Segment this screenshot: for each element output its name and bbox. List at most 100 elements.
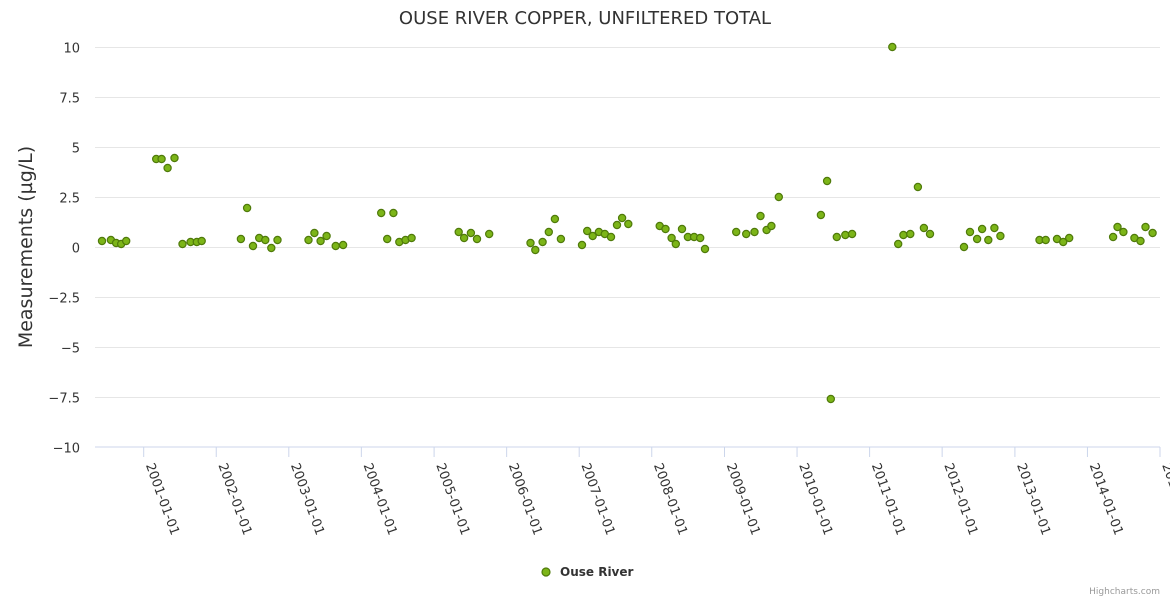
data-point[interactable] bbox=[338, 240, 348, 250]
legend-marker bbox=[541, 567, 551, 577]
data-point[interactable] bbox=[606, 232, 616, 242]
data-point[interactable] bbox=[996, 231, 1005, 241]
data-point[interactable] bbox=[538, 237, 547, 247]
credits-link[interactable]: Highcharts.com bbox=[1089, 587, 1160, 597]
data-point[interactable] bbox=[750, 227, 759, 237]
data-point[interactable] bbox=[661, 224, 670, 234]
data-point[interactable] bbox=[407, 233, 416, 243]
data-point[interactable] bbox=[1108, 232, 1118, 242]
data-point[interactable] bbox=[454, 227, 463, 237]
x-tick-label: 2001-01-01 bbox=[142, 461, 182, 537]
data-point[interactable] bbox=[273, 235, 282, 245]
y-tick-label: 2.5 bbox=[59, 192, 80, 207]
data-point[interactable] bbox=[774, 192, 784, 202]
data-point[interactable] bbox=[756, 211, 765, 221]
data-point[interactable] bbox=[1148, 228, 1157, 238]
data-point[interactable] bbox=[984, 235, 993, 245]
data-point[interactable] bbox=[742, 229, 751, 239]
data-point[interactable] bbox=[888, 42, 897, 52]
data-point[interactable] bbox=[667, 233, 676, 243]
data-point[interactable] bbox=[544, 227, 554, 237]
data-point[interactable] bbox=[696, 233, 705, 243]
legend[interactable]: Ouse River bbox=[541, 565, 634, 579]
data-point[interactable] bbox=[919, 223, 929, 233]
x-tick-labels: 2001-01-01 2002-01-01 2003-01-01 2004-01-01… bbox=[142, 447, 1170, 537]
data-point[interactable] bbox=[1064, 233, 1074, 243]
data-point[interactable] bbox=[906, 229, 915, 239]
data-point[interactable] bbox=[236, 234, 246, 244]
data-point[interactable] bbox=[170, 153, 179, 163]
x-tick-label: 2009-01-01 bbox=[723, 461, 763, 537]
legend-item-ouse-river[interactable]: Ouse River bbox=[560, 565, 634, 579]
data-point[interactable] bbox=[767, 221, 776, 231]
data-point[interactable] bbox=[248, 241, 258, 251]
y-tick-label: −2.5 bbox=[48, 292, 80, 307]
data-point[interactable] bbox=[977, 224, 987, 234]
data-point[interactable] bbox=[163, 163, 172, 173]
data-point[interactable] bbox=[816, 210, 826, 220]
data-point[interactable] bbox=[677, 224, 687, 234]
data-point[interactable] bbox=[671, 239, 681, 249]
data-point[interactable] bbox=[913, 182, 923, 192]
data-point[interactable] bbox=[389, 208, 398, 218]
data-point[interactable] bbox=[617, 213, 627, 223]
data-point[interactable] bbox=[322, 231, 331, 241]
data-point[interactable] bbox=[331, 241, 340, 251]
data-point[interactable] bbox=[472, 234, 482, 244]
data-point[interactable] bbox=[459, 233, 469, 243]
data-point[interactable] bbox=[550, 214, 560, 224]
data-point[interactable] bbox=[316, 236, 325, 246]
data-point[interactable] bbox=[1136, 236, 1145, 246]
data-point[interactable] bbox=[1041, 235, 1050, 245]
data-point[interactable] bbox=[972, 234, 982, 244]
data-point[interactable] bbox=[267, 243, 276, 253]
data-point[interactable] bbox=[383, 234, 392, 244]
data-point[interactable] bbox=[894, 239, 903, 249]
data-point[interactable] bbox=[377, 208, 386, 218]
data-point[interactable] bbox=[899, 230, 908, 240]
data-point[interactable] bbox=[822, 176, 832, 186]
data-point[interactable] bbox=[242, 203, 252, 213]
data-point[interactable] bbox=[1119, 227, 1128, 237]
data-point[interactable] bbox=[1058, 237, 1068, 247]
data-point[interactable] bbox=[925, 229, 935, 239]
data-point[interactable] bbox=[526, 238, 535, 248]
x-tick-label: 2007-01-01 bbox=[577, 461, 617, 537]
data-point[interactable] bbox=[1141, 222, 1150, 232]
x-tick-label: 2008-01-01 bbox=[650, 461, 690, 537]
data-point[interactable] bbox=[624, 219, 633, 229]
data-point[interactable] bbox=[466, 228, 476, 238]
data-point[interactable] bbox=[261, 235, 270, 245]
data-point[interactable] bbox=[485, 229, 494, 239]
data-point[interactable] bbox=[310, 228, 319, 238]
data-point[interactable] bbox=[965, 227, 975, 237]
data-point[interactable] bbox=[556, 234, 566, 244]
data-point[interactable] bbox=[577, 240, 587, 250]
data-point[interactable] bbox=[304, 235, 313, 245]
data-point[interactable] bbox=[612, 220, 622, 230]
data-point[interactable] bbox=[959, 242, 969, 252]
chart-title: OUSE RIVER COPPER, UNFILTERED TOTAL bbox=[399, 8, 771, 29]
data-point[interactable] bbox=[1113, 222, 1122, 232]
x-tick-label: 2015-01-01 bbox=[1158, 461, 1170, 537]
x-tick-label: 2011-01-01 bbox=[868, 461, 908, 537]
data-point[interactable] bbox=[531, 245, 540, 255]
data-point[interactable] bbox=[121, 236, 131, 246]
data-point[interactable] bbox=[583, 226, 592, 236]
x-tick-label: 2012-01-01 bbox=[940, 461, 980, 537]
data-point[interactable] bbox=[178, 239, 187, 249]
data-point[interactable] bbox=[588, 231, 597, 241]
data-point[interactable] bbox=[832, 232, 842, 242]
data-point[interactable] bbox=[826, 394, 836, 404]
data-point[interactable] bbox=[157, 154, 166, 164]
data-point[interactable] bbox=[732, 227, 741, 237]
y-tick-label: −7.5 bbox=[48, 392, 80, 407]
data-point[interactable] bbox=[97, 236, 107, 246]
data-point[interactable] bbox=[990, 223, 999, 233]
y-tick-label: 5 bbox=[72, 142, 80, 157]
data-point[interactable] bbox=[847, 229, 857, 239]
data-point[interactable] bbox=[841, 230, 850, 240]
data-point[interactable] bbox=[700, 244, 710, 254]
data-point[interactable] bbox=[197, 236, 206, 246]
